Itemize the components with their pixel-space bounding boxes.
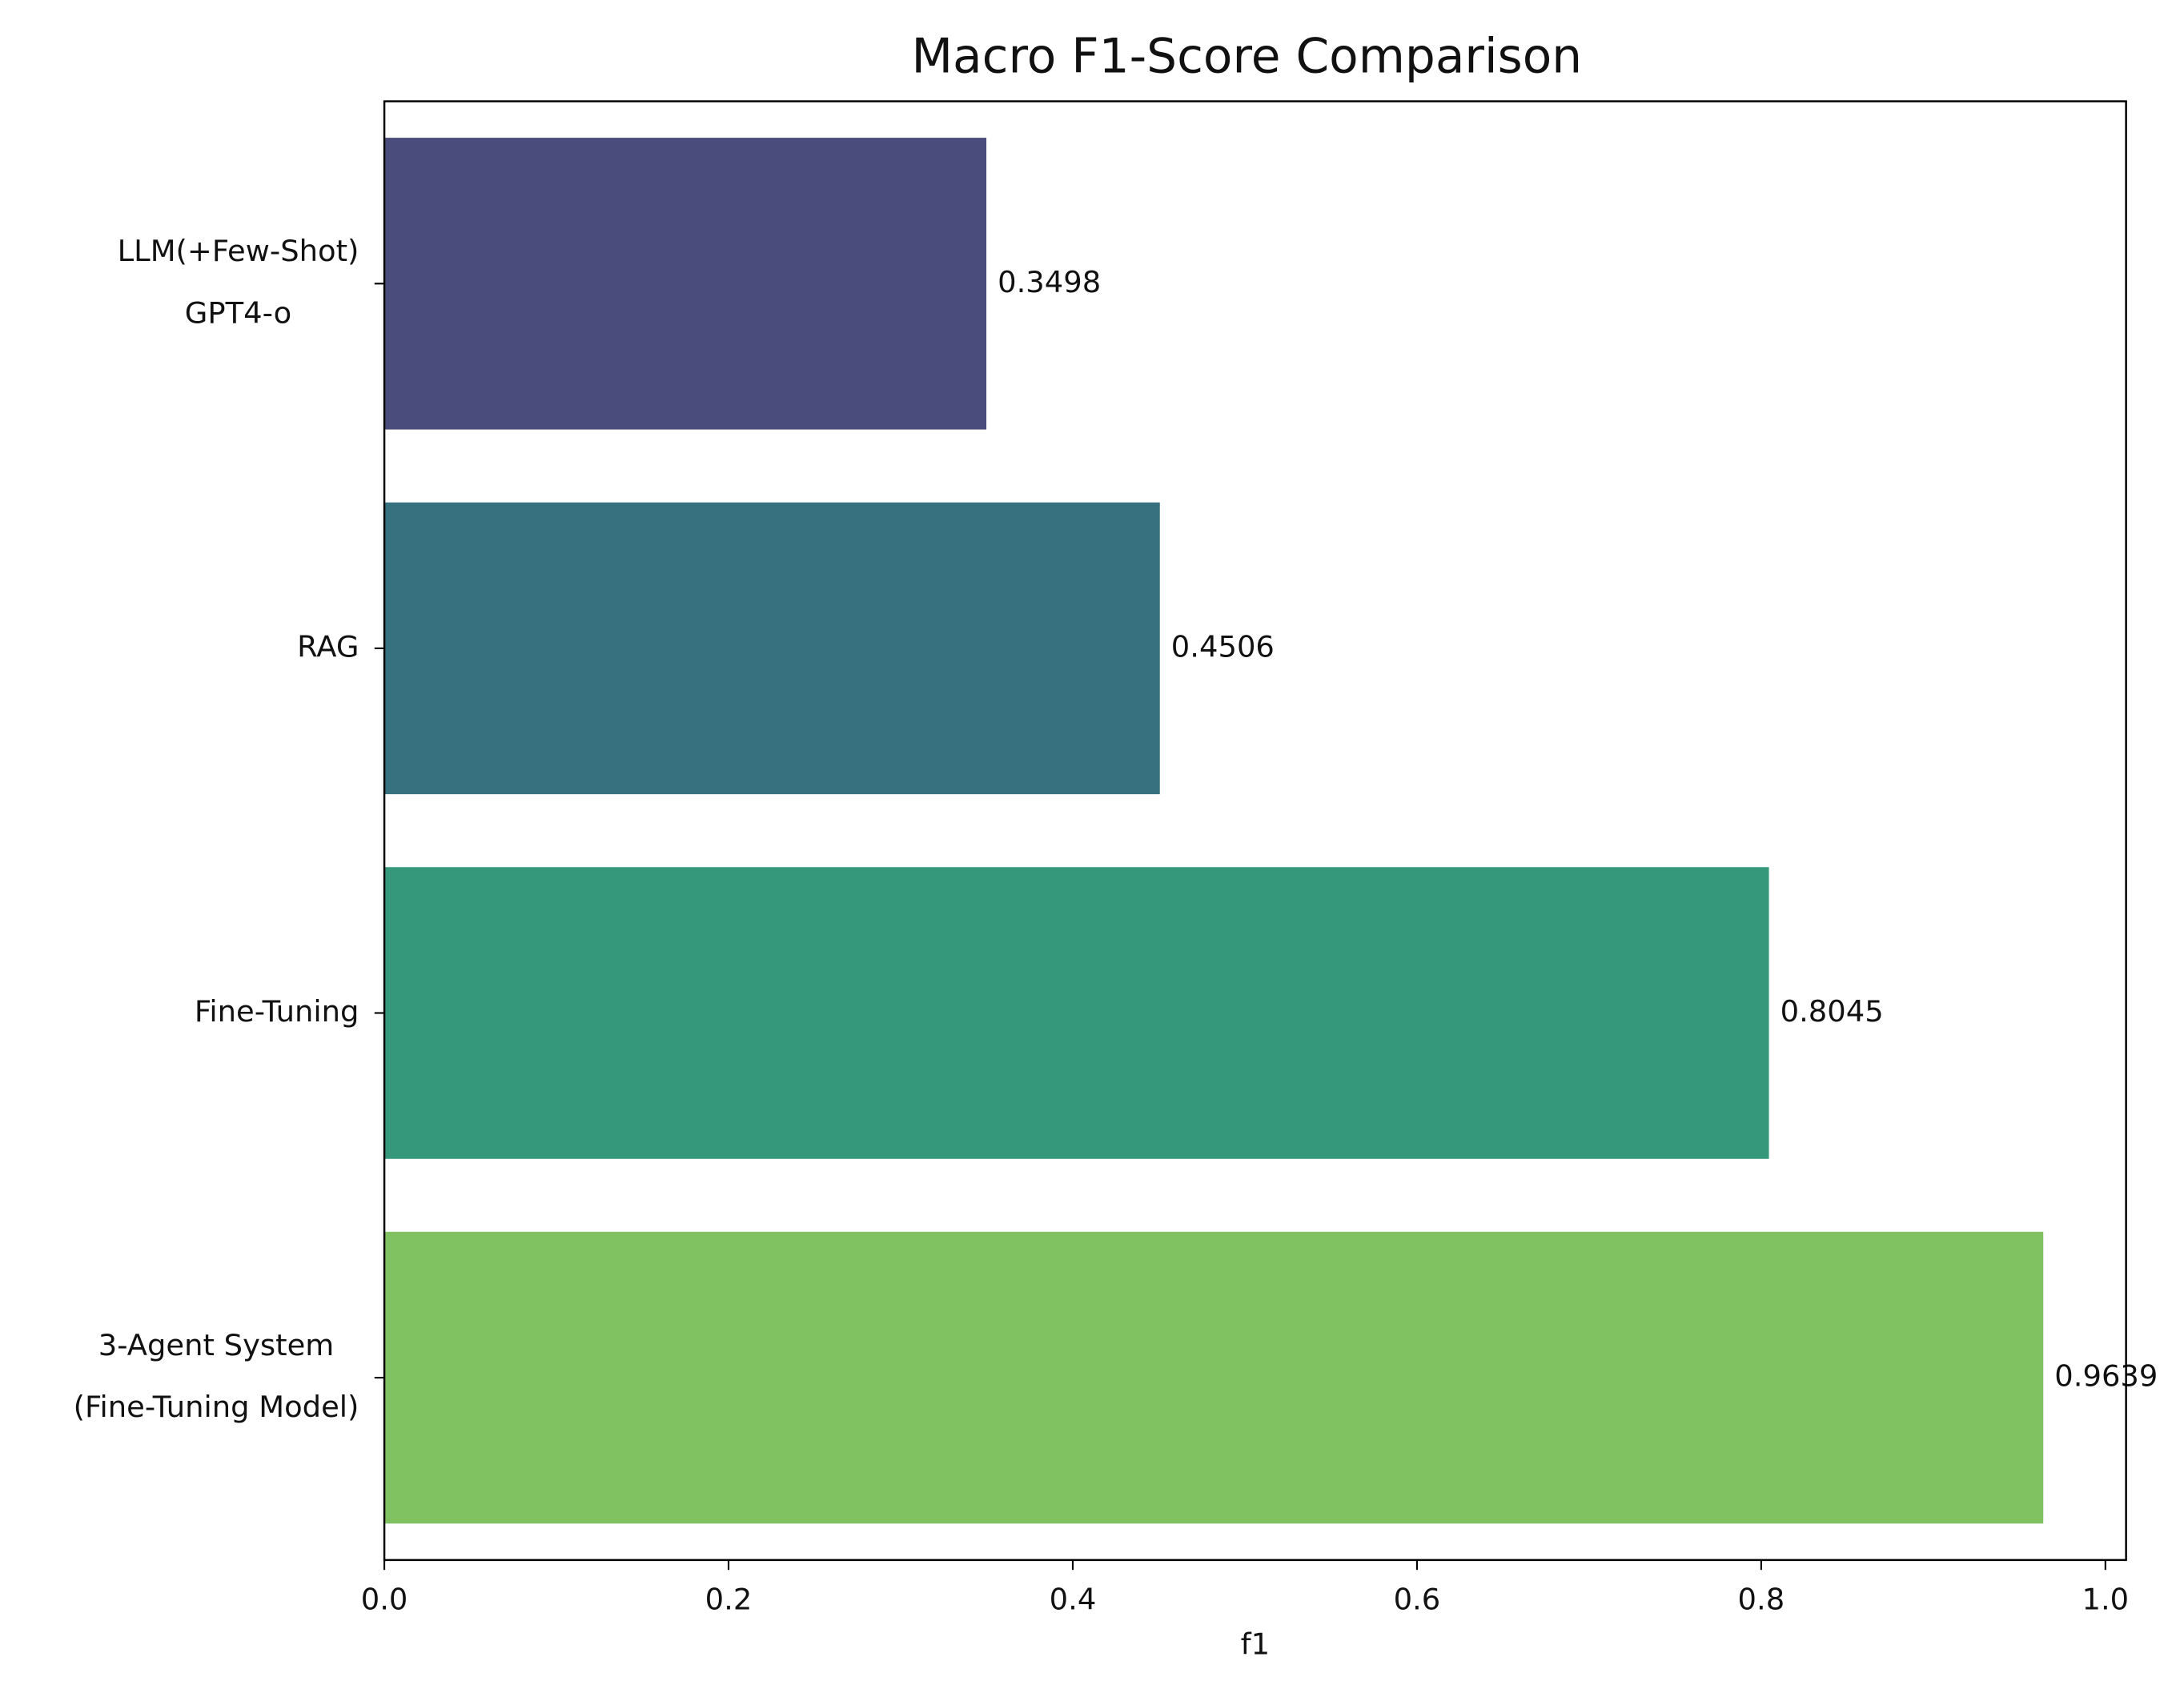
x-tick-label: 0.4 xyxy=(1050,1582,1097,1616)
y-tick-label-line: 3-Agent System xyxy=(98,1328,334,1362)
bar xyxy=(384,1231,2044,1524)
value-label: 0.9639 xyxy=(2054,1359,2158,1394)
y-tick-label: 3-Agent System (Fine-Tuning Model) xyxy=(74,1328,359,1424)
y-tick-label-line: LLM(+Few-Shot) xyxy=(118,234,359,268)
bar xyxy=(384,502,1160,795)
y-tick-label: RAG xyxy=(297,629,359,664)
x-tick-label: 0.2 xyxy=(705,1582,753,1616)
x-tick-label: 1.0 xyxy=(2082,1582,2129,1616)
value-label: 0.4506 xyxy=(1171,629,1275,664)
y-tick-label-line: Fine-Tuning xyxy=(195,994,359,1029)
chart-title: Macro F1-Score Comparison xyxy=(911,29,1582,84)
bar xyxy=(384,138,987,430)
x-tick-label: 0.6 xyxy=(1394,1582,1441,1616)
value-label: 0.3498 xyxy=(998,265,1101,299)
y-tick-label-line: RAG xyxy=(297,629,359,664)
y-tick-label-line: GPT4-o xyxy=(185,295,291,330)
y-tick-label-line: (Fine-Tuning Model) xyxy=(74,1390,359,1424)
bar xyxy=(384,867,1769,1159)
x-axis-label: f1 xyxy=(1241,1627,1270,1662)
y-tick-label: LLM(+Few-Shot) GPT4-o xyxy=(118,234,359,330)
x-tick-label: 0.0 xyxy=(361,1582,408,1616)
value-label: 0.8045 xyxy=(1781,994,1884,1029)
y-tick-label: Fine-Tuning xyxy=(195,994,359,1029)
x-tick-label: 0.8 xyxy=(1738,1582,1785,1616)
plot-frame xyxy=(383,100,2127,1562)
